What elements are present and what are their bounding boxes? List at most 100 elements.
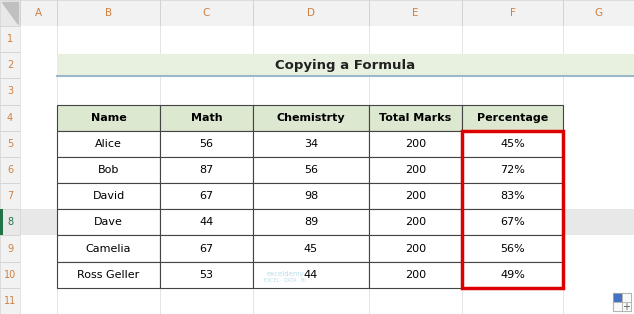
Bar <box>613 293 622 302</box>
Text: A: A <box>35 8 42 18</box>
Text: 200: 200 <box>405 165 426 175</box>
Bar <box>369 183 462 209</box>
Text: D: D <box>307 8 315 18</box>
Bar <box>57 209 160 236</box>
Bar <box>20 157 634 183</box>
Text: E: E <box>412 8 418 18</box>
Bar <box>369 209 462 236</box>
Bar <box>369 131 462 157</box>
Bar <box>20 236 634 262</box>
Bar <box>0 209 3 236</box>
Bar <box>253 157 369 183</box>
Text: 10: 10 <box>4 270 16 280</box>
Bar <box>462 0 563 26</box>
Text: 6: 6 <box>7 165 13 175</box>
Text: EXCEL · DATA · BI: EXCEL · DATA · BI <box>264 278 306 283</box>
Text: 8: 8 <box>7 217 13 227</box>
Bar <box>253 236 369 262</box>
Text: Bob: Bob <box>98 165 119 175</box>
Text: 49%: 49% <box>500 270 525 280</box>
Bar <box>622 293 631 302</box>
Text: 7: 7 <box>7 191 13 201</box>
Text: 3: 3 <box>7 86 13 96</box>
Text: 9: 9 <box>7 244 13 253</box>
Bar <box>160 236 253 262</box>
Bar <box>253 0 369 26</box>
Bar <box>0 131 20 157</box>
Bar <box>57 0 160 26</box>
Text: Ross Geller: Ross Geller <box>77 270 139 280</box>
Bar <box>20 26 634 52</box>
Bar <box>462 262 563 288</box>
Text: 4: 4 <box>7 113 13 123</box>
Bar <box>160 105 253 131</box>
Bar <box>57 236 160 262</box>
Bar <box>57 157 160 183</box>
Bar <box>0 52 20 78</box>
Text: Chemistrty: Chemistrty <box>276 113 346 123</box>
Text: F: F <box>510 8 515 18</box>
Bar <box>160 131 253 157</box>
Bar <box>0 105 20 131</box>
Bar <box>20 183 634 209</box>
Bar <box>613 293 631 311</box>
Bar <box>462 209 563 236</box>
Bar <box>462 105 563 131</box>
Text: 44: 44 <box>304 270 318 280</box>
Bar <box>160 262 253 288</box>
Bar <box>20 209 634 236</box>
Text: 89: 89 <box>304 217 318 227</box>
Bar <box>613 302 622 311</box>
Bar <box>0 0 20 26</box>
Text: 44: 44 <box>199 217 214 227</box>
Text: C: C <box>203 8 210 18</box>
Text: 72%: 72% <box>500 165 525 175</box>
Bar <box>462 131 563 288</box>
Bar <box>0 157 20 183</box>
Text: 200: 200 <box>405 191 426 201</box>
Bar <box>0 262 20 288</box>
Text: 67: 67 <box>200 191 214 201</box>
Bar <box>253 209 369 236</box>
Bar <box>20 131 634 157</box>
Text: David: David <box>93 191 125 201</box>
Text: 200: 200 <box>405 139 426 149</box>
Text: 45%: 45% <box>500 139 525 149</box>
Text: Name: Name <box>91 113 126 123</box>
Bar <box>462 157 563 183</box>
Bar <box>160 157 253 183</box>
Bar <box>20 78 634 105</box>
Bar <box>369 157 462 183</box>
Bar <box>0 26 20 52</box>
Bar <box>369 0 462 26</box>
Text: B: B <box>105 8 112 18</box>
Text: 53: 53 <box>200 270 214 280</box>
Text: 2: 2 <box>7 60 13 70</box>
Bar <box>57 183 160 209</box>
Bar <box>57 131 160 157</box>
Bar <box>0 288 20 314</box>
Text: 200: 200 <box>405 270 426 280</box>
Text: Math: Math <box>191 113 223 123</box>
Text: 34: 34 <box>304 139 318 149</box>
Bar <box>57 105 160 131</box>
Bar <box>160 183 253 209</box>
Bar <box>0 209 20 236</box>
Bar <box>462 131 563 157</box>
Bar <box>369 262 462 288</box>
Text: +: + <box>623 301 630 311</box>
Text: 200: 200 <box>405 244 426 253</box>
Bar <box>253 131 369 157</box>
Text: Copying a Formula: Copying a Formula <box>275 59 415 72</box>
Bar <box>253 183 369 209</box>
Bar <box>369 236 462 262</box>
Text: 56%: 56% <box>500 244 525 253</box>
Text: Alice: Alice <box>95 139 122 149</box>
Text: 5: 5 <box>7 139 13 149</box>
Text: G: G <box>595 8 602 18</box>
Text: exceldemy: exceldemy <box>266 271 304 277</box>
Bar <box>20 0 57 26</box>
Bar <box>0 236 20 262</box>
Bar <box>20 52 634 78</box>
Bar <box>20 288 634 314</box>
